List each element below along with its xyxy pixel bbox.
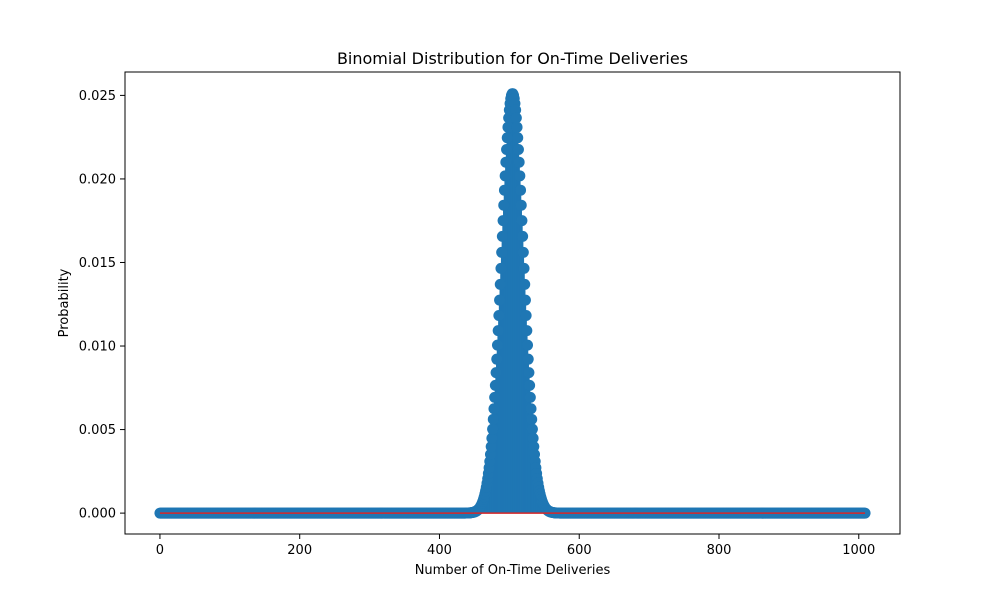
data-point [520,310,532,322]
y-axis-label: Probability [57,268,72,337]
data-point [498,199,510,211]
x-tick-label: 800 [707,543,732,558]
data-point [510,112,522,124]
data-point [512,143,524,155]
data-point [487,413,499,425]
x-tick-label: 400 [427,543,452,558]
data-point [512,132,524,144]
x-tick-label: 1000 [842,543,875,558]
data-point [515,199,527,211]
data-point [519,278,531,290]
data-point [486,432,498,444]
data-point [499,170,511,182]
chart-title: Binomial Distribution for On-Time Delive… [337,49,688,68]
data-point [498,184,510,196]
data-point [487,423,499,435]
data-point [501,143,513,155]
data-point [510,104,522,116]
data-point [526,423,538,435]
data-point [513,156,525,168]
data-point [523,367,535,379]
y-tick-label: 0.005 [79,423,116,438]
data-point [495,262,507,274]
data-point [488,403,500,415]
data-point [524,391,536,403]
data-point [490,367,502,379]
data-point [494,278,506,290]
data-point [485,441,497,453]
data-point [515,184,527,196]
data-point [503,112,515,124]
data-point [522,353,534,365]
data-point [496,246,508,258]
data-point [489,391,501,403]
data-point [514,170,526,182]
data-point [496,230,508,242]
data-point [497,215,509,227]
data-point [491,353,503,365]
data-point [526,413,538,425]
data-point [519,294,531,306]
data-point [501,132,513,144]
y-tick-label: 0.025 [79,89,116,104]
data-point [500,156,512,168]
data-point [517,246,529,258]
x-axis-ticks: 0 200 400 600 800 1000 [156,534,875,558]
data-point [492,325,504,337]
axes-frame [124,71,901,535]
x-tick-label: 600 [567,543,592,558]
data-point [502,121,514,133]
x-axis-label: Number of On-Time Deliveries [415,563,611,578]
data-point [516,215,528,227]
y-tick-label: 0.000 [79,507,116,522]
data-point [527,432,539,444]
y-axis-ticks: 0.000 0.005 0.010 0.015 0.020 0.025 [79,89,125,522]
data-point [494,294,506,306]
data-point [522,339,534,351]
data-point [491,339,503,351]
data-point [493,310,505,322]
y-tick-label: 0.020 [79,172,116,187]
data-point [525,403,537,415]
y-tick-label: 0.010 [79,340,116,355]
plot-area [154,88,871,519]
y-tick-label: 0.015 [79,256,116,271]
data-point [511,121,523,133]
data-point [518,262,530,274]
data-point [517,230,529,242]
x-tick-label: 200 [287,543,312,558]
x-tick-label: 0 [156,543,164,558]
data-point [524,379,536,391]
data-point [521,325,533,337]
data-point [489,379,501,391]
